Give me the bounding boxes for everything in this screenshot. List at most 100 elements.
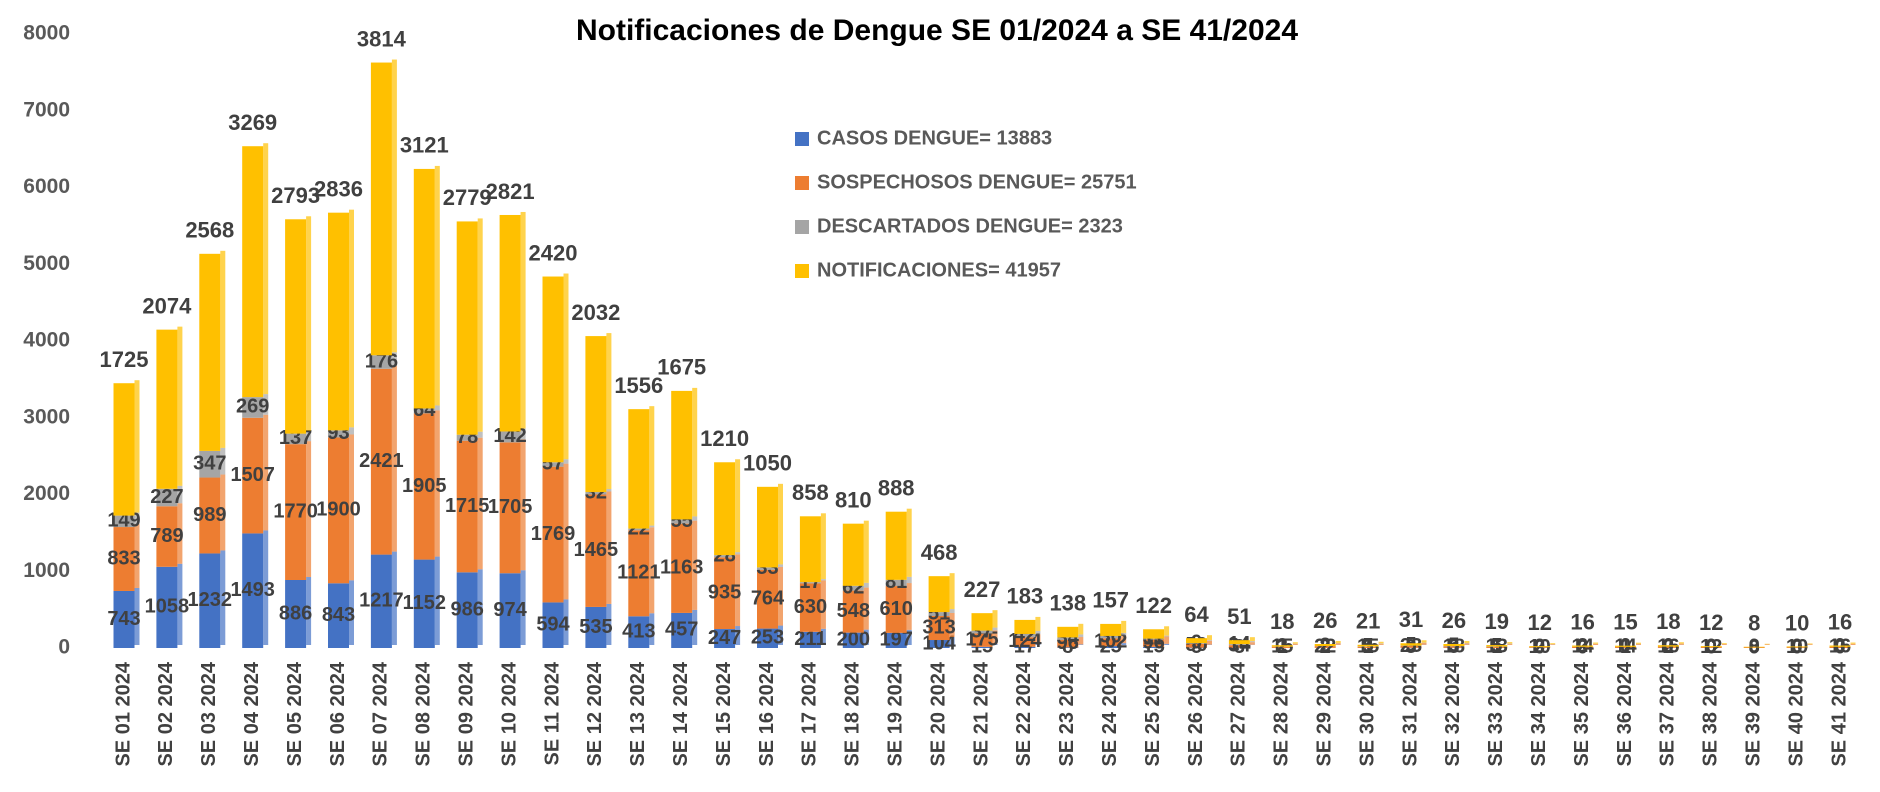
value-label: 12 bbox=[1527, 610, 1551, 635]
bar-side bbox=[220, 474, 226, 551]
bar-segment bbox=[499, 431, 521, 443]
bar-segment bbox=[1786, 647, 1808, 648]
bar-segment bbox=[1143, 646, 1165, 648]
value-label: 888 bbox=[878, 476, 915, 501]
bar-segment bbox=[1271, 645, 1293, 647]
bar-segment bbox=[1400, 646, 1422, 648]
bar-side bbox=[692, 387, 698, 517]
bar-segment bbox=[328, 583, 349, 648]
bar-side bbox=[477, 569, 483, 645]
bar-side bbox=[1035, 634, 1041, 644]
bar-segment bbox=[499, 442, 521, 574]
x-tick-label: SE 40 2024 bbox=[1785, 661, 1807, 766]
bar-side bbox=[949, 637, 955, 645]
bar-side bbox=[1721, 644, 1727, 645]
bar-side bbox=[692, 609, 698, 645]
bar-segment bbox=[585, 336, 607, 493]
bar-side bbox=[263, 394, 269, 415]
bar-segment bbox=[499, 214, 521, 432]
bar-segment bbox=[242, 397, 264, 418]
value-label: 1769 bbox=[531, 523, 576, 545]
y-tick-label: 3000 bbox=[23, 405, 70, 428]
value-label: 313 bbox=[922, 616, 955, 638]
bar-side bbox=[349, 580, 354, 645]
bar-side bbox=[1764, 644, 1770, 645]
bar-segment bbox=[456, 221, 478, 435]
x-tick-label: SE 32 2024 bbox=[1442, 661, 1464, 766]
bar-segment bbox=[799, 516, 821, 583]
x-tick-label: SE 17 2024 bbox=[799, 661, 821, 766]
value-label: 183 bbox=[1007, 584, 1044, 609]
bar-side bbox=[906, 583, 912, 630]
x-tick-label: SE 30 2024 bbox=[1356, 661, 1378, 766]
bar-segment bbox=[1615, 646, 1636, 648]
bar-segment bbox=[971, 630, 993, 634]
bar-segment bbox=[842, 632, 864, 648]
bar-side bbox=[606, 333, 612, 490]
bar-side bbox=[177, 503, 183, 564]
x-tick-label: SE 09 2024 bbox=[455, 661, 477, 766]
bar-segment bbox=[542, 276, 564, 463]
x-tick-label: SE 34 2024 bbox=[1528, 661, 1550, 766]
bar-segment bbox=[842, 590, 864, 633]
bar-side bbox=[1207, 640, 1212, 641]
bar-side bbox=[1035, 643, 1041, 645]
bar-segment bbox=[1014, 637, 1036, 647]
bar-segment bbox=[156, 506, 178, 567]
bar-side bbox=[134, 512, 140, 525]
bar-side bbox=[1164, 635, 1170, 637]
bar-side bbox=[1164, 626, 1170, 636]
bar-segment bbox=[1314, 644, 1336, 647]
bar-side bbox=[992, 610, 998, 628]
bar-side bbox=[306, 441, 312, 577]
bar-segment bbox=[456, 434, 478, 441]
bar-segment bbox=[1572, 646, 1594, 648]
bar-side bbox=[563, 459, 569, 464]
bar-segment bbox=[757, 486, 778, 568]
bar-segment bbox=[671, 390, 693, 520]
bar-side bbox=[820, 628, 826, 645]
bar-segment bbox=[757, 569, 778, 629]
bar-segment bbox=[242, 146, 264, 398]
legend-swatch bbox=[795, 132, 809, 146]
bar-side bbox=[863, 587, 869, 630]
value-label: 211 bbox=[794, 628, 826, 650]
legend-label: DESCARTADOS DENGUE= 2323 bbox=[817, 215, 1123, 237]
bar-segment bbox=[628, 528, 650, 531]
bar-segment bbox=[1572, 645, 1594, 647]
value-label: 18 bbox=[1270, 609, 1294, 634]
bar-side bbox=[263, 143, 269, 395]
bar-segment bbox=[156, 488, 178, 507]
bar-side bbox=[263, 530, 269, 645]
bar-segment bbox=[242, 533, 264, 648]
bar-side bbox=[1207, 640, 1212, 645]
x-tick-label: SE 03 2024 bbox=[198, 661, 220, 766]
bar-side bbox=[1550, 643, 1556, 645]
bar-side bbox=[649, 406, 655, 526]
bar-segment bbox=[1014, 619, 1036, 634]
y-tick-label: 1000 bbox=[23, 559, 70, 582]
bar-side bbox=[134, 524, 140, 588]
bar-segment bbox=[199, 253, 221, 451]
value-label: 548 bbox=[837, 600, 870, 622]
x-tick-label: SE 39 2024 bbox=[1742, 661, 1764, 766]
bar-side bbox=[1249, 637, 1255, 642]
bar-side bbox=[306, 430, 312, 442]
x-tick-label: SE 08 2024 bbox=[413, 661, 435, 766]
bar-side bbox=[1164, 636, 1170, 644]
bar-segment bbox=[113, 590, 135, 648]
bar-side bbox=[520, 428, 526, 440]
x-tick-label: SE 07 2024 bbox=[370, 661, 392, 766]
bar-segment bbox=[413, 559, 435, 648]
bar-segment bbox=[328, 437, 349, 584]
value-label: 3269 bbox=[228, 110, 277, 135]
bar-side bbox=[520, 439, 526, 571]
bar-segment bbox=[1486, 645, 1508, 647]
bar-segment bbox=[1443, 646, 1465, 648]
bar-side bbox=[735, 554, 741, 627]
value-label: 974 bbox=[493, 599, 527, 621]
legend-swatch bbox=[795, 176, 809, 190]
value-label: 468 bbox=[921, 540, 958, 565]
x-tick-label: SE 02 2024 bbox=[155, 661, 177, 766]
bar-segment bbox=[628, 409, 650, 529]
